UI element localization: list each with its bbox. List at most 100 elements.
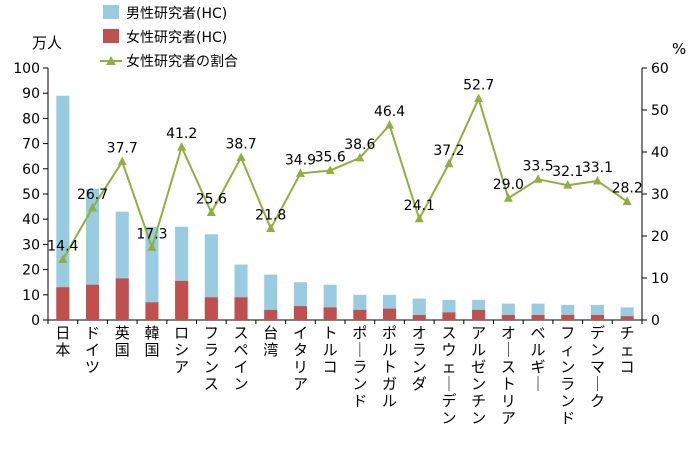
axes: 0 10 20 30 40 50 60 70 80 90 100 0 10 20 30 40 50 60: [13, 61, 669, 329]
ratio-data-label: 14.4: [47, 239, 78, 255]
ratio-marker: [622, 196, 632, 206]
bar-female: [412, 314, 426, 320]
bar-female: [442, 312, 456, 320]
y-tick-label: 90: [22, 86, 40, 102]
legend-marker-ratio: [106, 56, 116, 65]
category-label: チェコ: [620, 324, 635, 376]
category-label: オ｜ストリア: [501, 324, 516, 427]
ratio-data-label: 28.2: [612, 181, 643, 197]
ratio-data-label: 34.9: [285, 152, 316, 168]
category-labels: 日本ドイツ英国韓国ロシアフランススペイン台湾イタリアトルコポ｜ランドポルトガルオ…: [55, 324, 634, 427]
y2-tick-label: 20: [651, 229, 669, 245]
category-label: スウェ｜デン: [441, 324, 456, 427]
y2-tick-label: 10: [651, 271, 669, 287]
y-tick-label: 30: [22, 237, 40, 253]
category-label: デンマ｜ク: [590, 324, 605, 410]
y-tick-label: 100: [13, 61, 40, 77]
ratio-marker: [414, 213, 424, 223]
ratio-marker: [503, 193, 513, 202]
bar-female: [501, 314, 515, 320]
bar-female: [264, 309, 278, 320]
bar-male: [264, 274, 278, 320]
ratio-marker: [88, 202, 98, 212]
ratio-data-label: 32.1: [552, 164, 583, 180]
ratio-marker: [355, 152, 365, 162]
ratio-marker: [325, 165, 335, 174]
ratio-marker: [266, 223, 276, 232]
legend-label-ratio: 女性研究者の割合: [126, 53, 238, 70]
legend: 男性研究者(HC) 女性研究者(HC) 女性研究者の割合: [100, 5, 238, 70]
category-label: フランス: [204, 324, 219, 393]
ratio-data-label: 29.0: [493, 177, 524, 193]
legend-label-female: 女性研究者(HC): [126, 29, 227, 46]
ratio-marker: [117, 156, 127, 166]
y2-tick-label: 50: [651, 103, 669, 119]
category-label: ロシア: [174, 324, 189, 376]
ratio-marker: [592, 175, 602, 185]
ratio-marker: [236, 152, 246, 161]
y2-tick-label: 40: [651, 145, 669, 161]
legend-swatch-female: [103, 29, 119, 43]
bar-male: [412, 298, 426, 320]
ratio-data-label: 17.3: [136, 226, 167, 242]
ratio-marker: [177, 141, 187, 151]
bar-female: [175, 280, 189, 320]
ratio-data-label: 25.6: [196, 191, 227, 207]
y-tick-label: 60: [22, 162, 40, 178]
ratio-marker: [385, 120, 395, 129]
category-label: スペイン: [234, 324, 249, 393]
category-label: トルコ: [323, 324, 338, 376]
category-label: イタリア: [293, 324, 308, 393]
ratio-marker: [563, 180, 573, 189]
category-label: 台湾: [263, 324, 278, 359]
y-tick-label: 50: [22, 187, 40, 203]
ratio-data-label: 41.2: [166, 126, 197, 142]
y2-axis-title: %: [672, 40, 686, 58]
ratio-marker: [147, 242, 157, 251]
bar-female: [56, 287, 70, 320]
bar-female: [472, 309, 486, 320]
category-label: 日本: [55, 324, 70, 359]
y2-tick-label: 0: [651, 313, 660, 329]
ratio-data-label: 46.4: [374, 104, 405, 120]
category-label: ベルギ｜: [531, 324, 546, 393]
ratio-data-label: 38.7: [225, 136, 256, 152]
bar-female: [115, 278, 129, 320]
ratio-data-label: 26.7: [77, 187, 108, 203]
bar-female: [293, 306, 307, 320]
ratio-marker: [533, 174, 543, 183]
ratio-line: [61, 95, 628, 261]
legend-label-male: 男性研究者(HC): [126, 6, 227, 22]
ratio-marker: [58, 254, 68, 264]
ratio-data-label: 21.8: [255, 207, 286, 223]
ratio-marker: [444, 158, 454, 168]
ratio-data-label: 33.1: [582, 160, 613, 176]
ratio-data-label: 37.2: [433, 143, 464, 159]
category-label: 韓国: [144, 324, 159, 359]
legend-swatch-male: [103, 5, 119, 19]
ratio-data-label: 52.7: [463, 78, 494, 94]
y-tick-label: 80: [22, 111, 40, 127]
y-tick-label: 10: [22, 288, 40, 304]
category-label: ポルトガル: [382, 324, 397, 410]
y2-tick-label: 30: [651, 187, 669, 203]
ratio-marker: [295, 168, 305, 177]
category-label: アルゼンチン: [471, 324, 486, 427]
ratio-marker: [474, 93, 484, 103]
y-tick-label: 40: [22, 212, 40, 228]
bars-group: [56, 95, 634, 320]
y-axis-title: 万人: [32, 34, 62, 52]
bar-female: [234, 297, 248, 320]
ratio-marker: [206, 207, 216, 216]
y-tick-label: 70: [22, 137, 40, 153]
category-label: ドイツ: [85, 324, 100, 376]
bar-female: [383, 308, 397, 320]
bar-female: [531, 314, 545, 320]
ratio-data-label: 33.5: [522, 158, 553, 174]
y-tick-label: 0: [31, 313, 40, 329]
bar-female: [353, 309, 367, 320]
ratio-data-label: 37.7: [107, 141, 138, 157]
category-label: ポ｜ランド: [352, 324, 367, 410]
